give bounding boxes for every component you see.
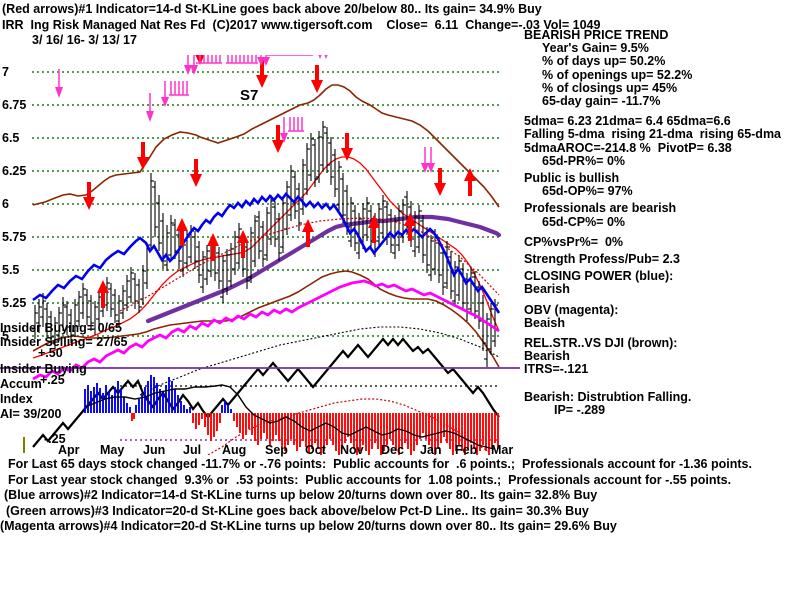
upper-band-brown	[32, 84, 500, 208]
chart-background	[0, 55, 520, 455]
accum-index-ma	[84, 384, 495, 450]
red-down-arrows	[83, 55, 446, 210]
gain-65-day: 65-day gain= -11.7%	[542, 94, 661, 109]
obv-value: Beaish	[524, 315, 565, 330]
month-apr: Apr	[58, 443, 80, 457]
accum-index-bars	[84, 375, 499, 455]
month-feb: Feb	[455, 443, 478, 457]
s7-annotation: S7	[240, 87, 258, 104]
y-tick-525: 5.25	[2, 296, 27, 310]
closing-power-value: Bearish	[524, 282, 570, 297]
ticker-info-line: IRR Ing Risk Managed Nat Res Fd (C)2017 …	[2, 18, 601, 32]
analysis-info-panel: BEARISH PRICE TREND Year's Gain= 9.5% % …	[524, 28, 800, 417]
note-65-days: For Last 65 days stock changed -11.7% or…	[8, 457, 752, 471]
professionals-status: Professionals are bearish	[524, 201, 677, 216]
y-tick-7: 7	[2, 65, 9, 79]
month-aug: Aug	[222, 443, 247, 457]
month-jun: Jun	[143, 443, 166, 457]
y-tick-55: 5.5	[2, 263, 20, 277]
magenta-down-arrows	[55, 55, 435, 173]
years-gain: Year's Gain= 9.5%	[542, 41, 649, 56]
y-tick-5: 5	[2, 329, 9, 343]
y-tick-575: 5.75	[2, 230, 27, 244]
trend-title: BEARISH PRICE TREND	[524, 28, 669, 42]
red-up-arrows	[97, 168, 476, 308]
indicator-1-headline: (Red arrows)#1 Indicator=14-d St-KLine g…	[2, 2, 542, 16]
accum-ai-value: AI= 39/200	[0, 407, 62, 421]
month-nov: Nov	[340, 443, 364, 457]
month-oct: Oct	[305, 443, 326, 457]
lower-band-brown	[32, 270, 500, 368]
strength-prof-pub: Strength Profess/Pub= 2.3	[524, 252, 680, 267]
itrs-value: ITRS=-.121	[524, 362, 589, 377]
pct-openings-up: % of openings up= 52.2%	[542, 67, 693, 82]
month-sep: Sep	[265, 443, 288, 457]
pct-days-up: % of days up= 50.2%	[542, 54, 666, 69]
cp-vs-pr: CP%vsPr%= 0%	[524, 234, 624, 249]
relstr-label: REL.STR..VS DJI (brown):	[524, 336, 678, 351]
date-range-label: 3/ 16/ 16- 3/ 13/ 17	[32, 33, 137, 47]
cp65: 65d-CP%= 0%	[542, 214, 626, 229]
y-tick-6: 6	[2, 197, 9, 211]
accum-title-line1: Insider Buying	[0, 362, 87, 376]
note-last-year: For Last year stock changed 9.3% or .53 …	[8, 472, 732, 487]
month-dec: Dec	[381, 443, 404, 457]
dma-trend: Falling 5-dma rising 21-dma rising 65-dm…	[524, 127, 782, 142]
price-chart[interactable]: S7	[0, 55, 520, 455]
ma-purple-thick	[145, 214, 502, 324]
ohlc-price-bars	[32, 121, 498, 367]
bottom-notes: For Last 65 days stock changed -11.7% or…	[0, 457, 800, 535]
month-jan: Jan	[420, 443, 442, 457]
accum-minus25-label: -.25	[44, 432, 66, 446]
note-green-arrows: (Green arrows)#3 Indicator=20-d St-KLine…	[6, 503, 589, 518]
note-magenta-arrows: (Magenta arrows)#4 Indicator=20-d St-KLi…	[0, 519, 617, 534]
ip-value: IP= -.289	[554, 402, 606, 417]
accum-plus50-label: +.50	[38, 346, 63, 360]
rel-strength-line	[32, 337, 500, 448]
y-tick-675: 6.75	[2, 98, 27, 112]
y-tick-65: 6.5	[2, 131, 20, 145]
insider-selling-label: Insider Selling= 27/65	[0, 335, 128, 349]
lower-black-dotted	[139, 326, 500, 396]
public-status: Public is bullish	[524, 171, 620, 186]
dma-aroc: 5dmaAROC=-214.8 % PivotP= 6.38	[524, 140, 732, 155]
accum-title-line3: Index	[0, 392, 33, 406]
pct-closings-up: % of closings up= 45%	[542, 80, 678, 95]
note-blue-arrows: (Blue arrows)#2 Indicator=14-d St-KLine …	[4, 488, 598, 503]
obv-label: OBV (magenta):	[524, 302, 619, 317]
lower-red-dotted-1	[119, 217, 500, 312]
month-may: May	[100, 443, 125, 457]
dma-values: 5dma= 6.23 21dma= 6.4 65dma=6.6	[524, 114, 731, 129]
month-axis: Apr May Jun Jul Aug Sep Oct Nov Dec Jan …	[0, 443, 520, 459]
pr65: 65d-PR%= 0%	[542, 153, 626, 168]
closing-power-label: CLOSING POWER (blue):	[524, 269, 674, 284]
relstr-value: Bearish	[524, 349, 570, 364]
insider-buying-label: Insider Buying= 0/65	[0, 321, 122, 335]
closing-power-line	[32, 192, 501, 314]
accum-title-line2: Accum	[0, 377, 42, 391]
obv-line	[32, 279, 500, 381]
accum-plus25-label: +.25	[40, 373, 65, 387]
y-tick-625: 6.25	[2, 164, 27, 178]
month-jul: Jul	[183, 443, 202, 457]
distribution-status: Bearish: Distrubtion Falling.	[524, 389, 692, 404]
op65: 65d-OP%= 97%	[542, 184, 633, 199]
month-mar: Mar	[491, 443, 514, 457]
